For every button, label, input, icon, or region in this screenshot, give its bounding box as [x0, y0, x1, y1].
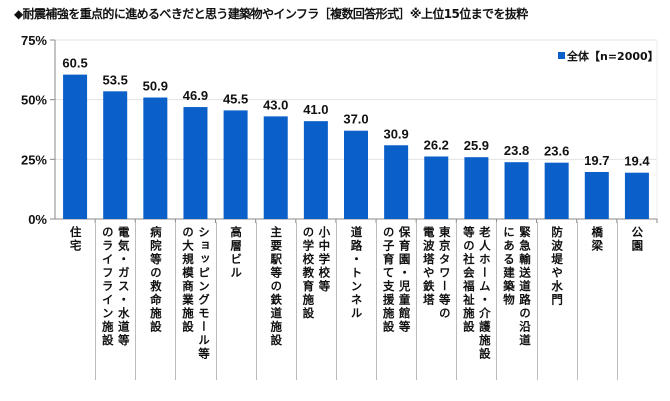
value-label: 19.4 — [624, 154, 650, 169]
category-label-column: のライフライン施設 — [100, 226, 115, 348]
category-separator — [215, 222, 217, 380]
bar — [103, 91, 128, 219]
category-label: 公園 — [617, 226, 657, 386]
category-label-column: にある建築物 — [502, 226, 517, 307]
value-label: 30.9 — [383, 126, 408, 141]
category-label: 東京タワー等の 電波塔や鉄塔 — [416, 226, 456, 386]
category-label: 道路・トンネル — [336, 226, 376, 386]
value-label: 60.5 — [62, 56, 87, 71]
category-label-column: 保育園・児童館等 — [397, 226, 412, 334]
category-separator — [536, 222, 538, 380]
value-label: 37.0 — [343, 112, 368, 127]
category-label-column: 東京タワー等の — [437, 226, 452, 321]
category-separator — [376, 222, 378, 380]
bar — [344, 130, 368, 219]
category-label-column: 電気・ガス・水道等 — [116, 226, 131, 348]
category-label-column: ショッピングモール等 — [196, 226, 211, 361]
category-label-column: 老人ホーム・介護施設 — [477, 226, 492, 361]
category-separator — [135, 222, 137, 380]
category-separator — [416, 222, 418, 380]
bar — [384, 145, 409, 219]
value-label: 46.9 — [183, 88, 208, 103]
legend-swatch — [558, 52, 565, 59]
value-label: 19.7 — [584, 153, 609, 168]
category-separator — [576, 222, 578, 380]
category-label-column: の子育て支援施設 — [381, 226, 396, 334]
value-label: 23.8 — [504, 143, 529, 158]
category-label: 老人ホーム・介護施設 等の社会福祉施設 — [456, 226, 496, 386]
y-tick-label: 50% — [21, 93, 47, 108]
value-label: 53.5 — [103, 72, 128, 87]
category-label: 住宅 — [55, 226, 95, 386]
category-label: 電気・ガス・水道等 のライフライン施設 — [95, 226, 135, 386]
category-separator — [95, 222, 97, 380]
bar — [464, 157, 489, 219]
category-label-column: 防波堤や水門 — [550, 226, 565, 307]
category-label-column: 病院等の救命施設 — [148, 226, 163, 334]
bar — [504, 162, 529, 219]
category-label: 小中学校等 の学校教育施設 — [296, 226, 336, 386]
value-labels: 60.5 53.5 50.9 46.9 45.5 43.0 41.0 37.0 30.9 26.2… — [62, 56, 650, 169]
category-label-column: 緊急輸送道路の沿道 — [518, 226, 533, 348]
bar — [63, 74, 88, 220]
category-label-column: 高層ビル — [229, 226, 244, 280]
legend-label: 全体【n=2000】 — [566, 49, 659, 63]
bar — [223, 110, 248, 219]
category-label-column: 等の社会福祉施設 — [461, 226, 476, 334]
category-label: 病院等の救命施設 — [135, 226, 175, 386]
value-label: 45.5 — [223, 91, 248, 106]
category-label-column: 小中学校等 — [317, 226, 332, 294]
value-label: 43.0 — [263, 97, 288, 112]
category-label-column: 主要駅等の鉄道施設 — [269, 226, 284, 348]
bar — [263, 116, 288, 219]
category-label-column: 電波塔や鉄塔 — [421, 226, 436, 307]
category-label-column: 公園 — [630, 226, 645, 253]
category-separator — [496, 222, 498, 380]
category-label: 主要駅等の鉄道施設 — [256, 226, 296, 386]
category-label-column: の大規模商業施設 — [180, 226, 195, 334]
category-label-column: の学校教育施設 — [301, 226, 316, 321]
category-separator — [335, 222, 337, 380]
category-label: 緊急輸送道路の沿道 にある建築物 — [496, 226, 536, 386]
category-separator — [295, 222, 297, 380]
category-label-column: 住宅 — [68, 226, 83, 253]
value-label: 50.9 — [143, 79, 168, 94]
category-label-column: 橋梁 — [590, 226, 605, 253]
bar — [424, 156, 449, 219]
bar — [143, 97, 168, 219]
value-label: 26.2 — [424, 137, 449, 152]
value-label: 25.9 — [464, 138, 489, 153]
bar — [544, 162, 569, 219]
category-label: 保育園・児童館等 の子育て支援施設 — [376, 226, 416, 386]
category-separator — [175, 222, 177, 380]
y-tick-label: 25% — [21, 152, 47, 167]
bar — [183, 107, 208, 219]
category-separator — [456, 222, 458, 380]
bar — [303, 121, 328, 219]
legend: 全体【n=2000】 — [558, 49, 659, 63]
y-tick-label: 0% — [28, 212, 47, 227]
bar — [584, 171, 609, 219]
category-label: 高層ビル — [216, 226, 256, 386]
category-label-column: 道路・トンネル — [349, 226, 364, 321]
y-tick-label: 75% — [21, 33, 47, 48]
category-label: ショッピングモール等 の大規模商業施設 — [175, 226, 215, 386]
category-separator — [255, 222, 257, 380]
bar — [624, 172, 649, 219]
chart-title: ◆耐震補強を重点的に進めるべきだと思う建築物やインフラ［複数回答形式］※上位15… — [14, 7, 528, 21]
bars — [63, 74, 649, 220]
value-label: 23.6 — [544, 144, 569, 159]
value-label: 41.0 — [303, 102, 328, 117]
category-separator — [616, 222, 618, 380]
category-label: 橋梁 — [577, 226, 617, 386]
category-label: 防波堤や水門 — [537, 226, 577, 386]
